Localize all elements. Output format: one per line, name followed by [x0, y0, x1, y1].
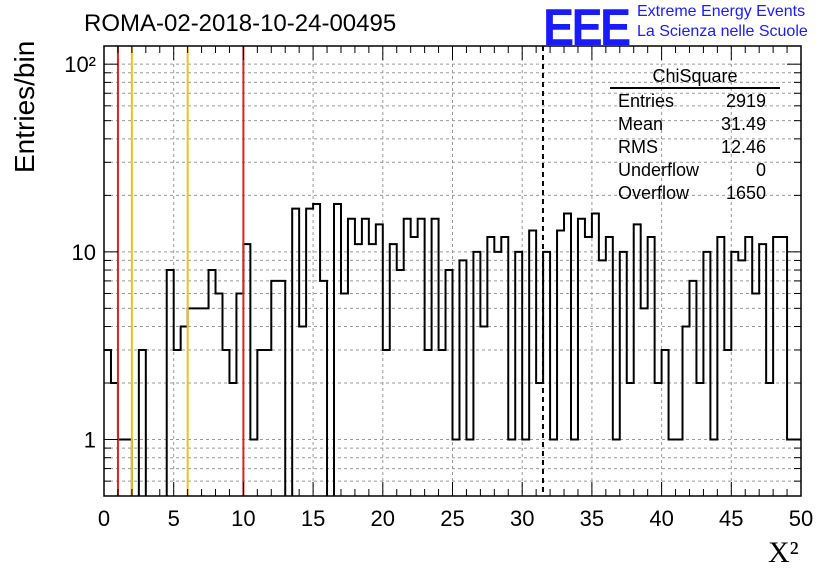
x-tick-label: 15: [301, 506, 325, 531]
stats-value: 1650: [725, 183, 766, 203]
x-tick-label: 30: [510, 506, 534, 531]
x-tick-label: 10: [231, 506, 255, 531]
stats-row-overflow: Overflow 1650: [610, 181, 780, 204]
x-tick-label: 45: [719, 506, 743, 531]
eee-logo: EEE: [543, 0, 631, 57]
stats-key: Underflow: [618, 160, 700, 180]
stats-value: 31.49: [720, 114, 766, 134]
stats-box: ChiSquare Entries 2919 Mean 31.49 RMS 12.46…: [610, 66, 780, 204]
x-tick-label: 35: [580, 506, 604, 531]
y-tick-label: 10²: [64, 52, 96, 77]
x-axis-label: X²: [768, 536, 799, 569]
stats-row-rms: RMS 12.46: [610, 135, 780, 158]
y-tick-label: 1: [84, 428, 96, 453]
stats-value: 0: [755, 160, 766, 180]
stats-row-mean: Mean 31.49: [610, 112, 780, 135]
tagline-2: La Scienza nelle Scuole: [637, 23, 808, 40]
reference-lines: [116, 46, 544, 496]
stats-value: 2919: [725, 91, 766, 111]
histogram: [104, 202, 801, 496]
y-tick-label: 10: [72, 240, 96, 265]
x-tick-label: 25: [440, 506, 464, 531]
x-tick-label: 0: [98, 506, 110, 531]
y-axis-label: Entries/bin: [9, 40, 40, 173]
histogram-outline: [104, 202, 801, 496]
x-tick-label: 50: [789, 506, 813, 531]
stats-key: Entries: [618, 91, 675, 111]
run-title: ROMA-02-2018-10-24-00495: [84, 10, 397, 37]
axes: 0 5 10 15 20 25 30 35 40 45 50 1 10 10²: [64, 45, 813, 531]
x-tick-label: 40: [649, 506, 673, 531]
stats-key: Overflow: [618, 183, 690, 203]
stats-row-underflow: Underflow 0: [610, 158, 780, 181]
stats-row-entries: Entries 2919: [610, 89, 780, 112]
x-tick-label: 20: [371, 506, 395, 531]
stats-key: Mean: [618, 114, 664, 134]
stats-key: RMS: [618, 137, 658, 157]
stats-value: 12.46: [720, 137, 766, 157]
x-tick-label: 5: [168, 506, 180, 531]
stats-title: ChiSquare: [610, 66, 780, 89]
tagline-1: Extreme Energy Events: [637, 3, 806, 20]
